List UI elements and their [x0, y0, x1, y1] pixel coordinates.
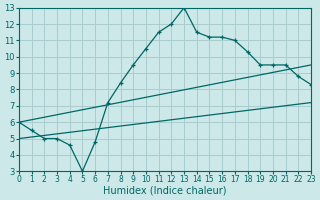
X-axis label: Humidex (Indice chaleur): Humidex (Indice chaleur) — [103, 186, 227, 196]
